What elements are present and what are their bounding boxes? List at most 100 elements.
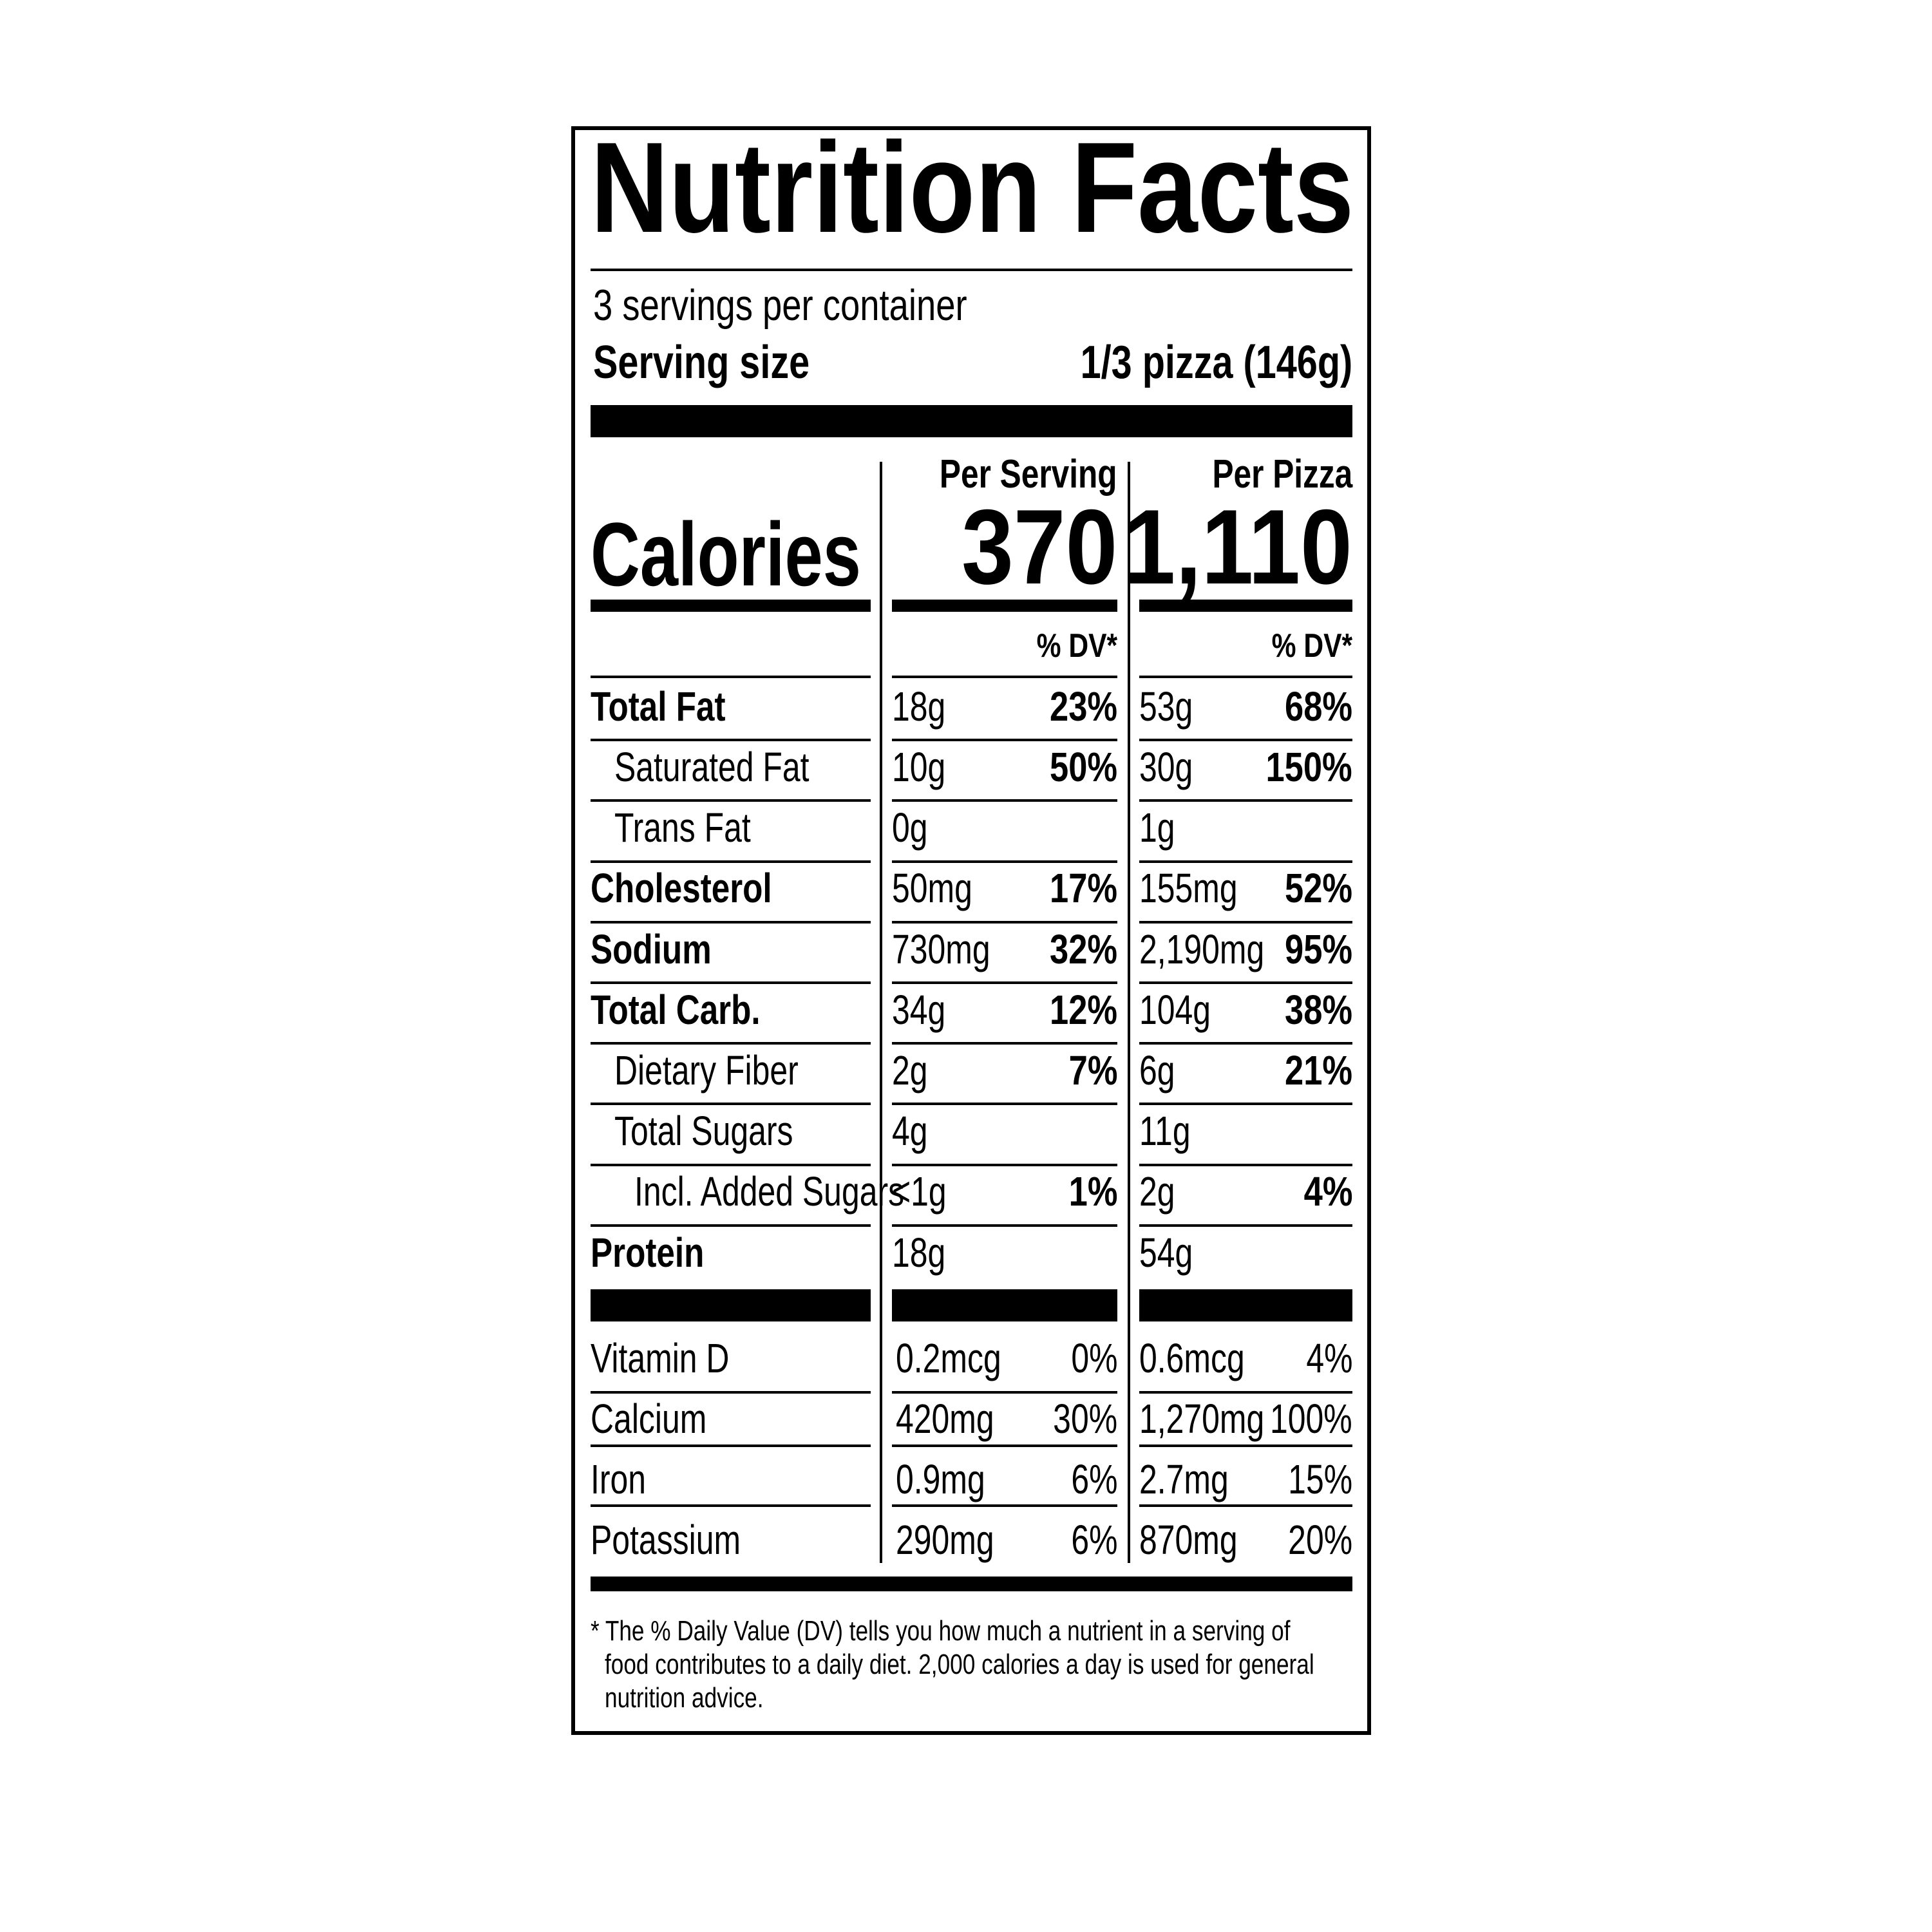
pizza-amount: 2g bbox=[1139, 1168, 1175, 1215]
pizza-dv: 15% bbox=[1288, 1455, 1352, 1502]
micronutrient-label: Iron bbox=[591, 1455, 647, 1502]
dv-header-pizza: % DV* bbox=[1271, 627, 1352, 665]
row-divider bbox=[892, 799, 1117, 802]
thick-bar-mid-2 bbox=[892, 1289, 1117, 1321]
nutrient-label: Saturated Fat bbox=[614, 744, 810, 790]
row-divider bbox=[591, 1391, 871, 1394]
pizza-dv: 68% bbox=[1284, 683, 1352, 730]
row-divider bbox=[1139, 739, 1352, 741]
pizza-dv: 20% bbox=[1288, 1516, 1352, 1563]
pizza-amount: 104g bbox=[1139, 986, 1211, 1033]
pizza-dv: 100% bbox=[1270, 1395, 1352, 1442]
row-divider bbox=[591, 860, 871, 863]
pizza-dv: 4% bbox=[1305, 1334, 1352, 1381]
serving-size-label: Serving size bbox=[593, 337, 810, 389]
pizza-amount: 1g bbox=[1139, 804, 1175, 851]
micronutrient-label: Vitamin D bbox=[591, 1334, 730, 1381]
pizza-dv: 95% bbox=[1284, 925, 1352, 972]
row-divider bbox=[591, 739, 871, 741]
serving-amount: 18g bbox=[892, 1229, 946, 1276]
row-divider bbox=[1139, 981, 1352, 984]
serving-amount: 0.2mcg bbox=[896, 1334, 1001, 1381]
row-divider bbox=[892, 676, 1117, 678]
serving-dv: 50% bbox=[1049, 744, 1117, 790]
footnote-line: * The % Daily Value (DV) tells you how m… bbox=[591, 1615, 1291, 1647]
dv-header-serving: % DV* bbox=[1036, 627, 1117, 665]
serving-amount: 18g bbox=[892, 683, 946, 730]
serving-amount: <1g bbox=[892, 1168, 947, 1215]
nutrition-facts-label bbox=[571, 126, 1371, 1735]
serving-amount: 290mg bbox=[896, 1516, 994, 1563]
micronutrient-label: Potassium bbox=[591, 1516, 741, 1563]
serving-dv: 17% bbox=[1049, 865, 1117, 912]
row-divider bbox=[892, 1042, 1117, 1045]
pizza-dv: 38% bbox=[1284, 986, 1352, 1033]
row-divider bbox=[892, 921, 1117, 923]
serving-dv: 1% bbox=[1068, 1168, 1117, 1215]
thick-bar-mid-3 bbox=[1139, 1289, 1352, 1321]
label-title: Nutrition Facts bbox=[591, 116, 1354, 260]
serving-dv: 30% bbox=[1053, 1395, 1117, 1442]
row-divider bbox=[1139, 1042, 1352, 1045]
row-divider bbox=[1139, 676, 1352, 678]
row-divider bbox=[591, 1164, 871, 1166]
row-divider bbox=[892, 1164, 1117, 1166]
nutrient-label: Total Fat bbox=[591, 683, 726, 730]
row-divider bbox=[892, 1504, 1117, 1507]
serving-size-value: 1/3 pizza (146g) bbox=[1080, 337, 1352, 389]
serving-amount: 0g bbox=[892, 804, 928, 851]
row-divider bbox=[892, 860, 1117, 863]
row-divider bbox=[892, 981, 1117, 984]
row-divider bbox=[591, 676, 871, 678]
row-divider bbox=[1139, 1164, 1352, 1166]
thick-bar-bottom bbox=[591, 1577, 1352, 1591]
pizza-amount: 870mg bbox=[1139, 1516, 1238, 1563]
row-divider bbox=[1139, 1224, 1352, 1227]
serving-dv: 32% bbox=[1049, 925, 1117, 972]
serving-amount: 50mg bbox=[892, 865, 972, 912]
row-divider bbox=[1139, 1444, 1352, 1447]
row-divider bbox=[1139, 921, 1352, 923]
serving-dv: 6% bbox=[1070, 1455, 1117, 1502]
calories-per-serving: 370 bbox=[961, 488, 1117, 607]
pizza-amount: 1,270mg bbox=[1139, 1395, 1265, 1442]
pizza-amount: 2,190mg bbox=[1139, 925, 1265, 972]
pizza-amount: 53g bbox=[1139, 683, 1193, 730]
row-divider bbox=[892, 1444, 1117, 1447]
serving-amount: 0.9mg bbox=[896, 1455, 985, 1502]
pizza-amount: 0.6mcg bbox=[1139, 1334, 1245, 1381]
per-pizza-header: Per Pizza bbox=[1212, 451, 1352, 497]
serving-amount: 10g bbox=[892, 744, 946, 790]
calories-bar-1 bbox=[591, 600, 871, 612]
row-divider bbox=[1139, 799, 1352, 802]
row-divider bbox=[591, 1444, 871, 1447]
pizza-dv: 150% bbox=[1265, 744, 1352, 790]
column-divider-2 bbox=[1128, 462, 1130, 1563]
serving-amount: 4g bbox=[892, 1108, 928, 1155]
nutrient-label: Trans Fat bbox=[614, 804, 751, 851]
serving-amount: 730mg bbox=[892, 925, 990, 972]
row-divider bbox=[591, 799, 871, 802]
pizza-dv: 52% bbox=[1284, 865, 1352, 912]
serving-amount: 2g bbox=[892, 1047, 928, 1094]
calories-bar-3 bbox=[1139, 600, 1352, 612]
row-divider bbox=[892, 1224, 1117, 1227]
servings-per-container: 3 servings per container bbox=[593, 280, 967, 330]
nutrient-label: Sodium bbox=[591, 925, 712, 972]
serving-amount: 34g bbox=[892, 986, 946, 1033]
row-divider bbox=[1139, 1504, 1352, 1507]
per-serving-header: Per Serving bbox=[940, 451, 1117, 497]
footnote-line: food contributes to a daily diet. 2,000 … bbox=[605, 1648, 1314, 1680]
row-divider bbox=[591, 1103, 871, 1105]
nutrient-label: Incl. Added Sugars bbox=[634, 1168, 905, 1215]
pizza-amount: 6g bbox=[1139, 1047, 1175, 1094]
row-divider bbox=[591, 921, 871, 923]
pizza-amount: 30g bbox=[1139, 744, 1193, 790]
row-divider bbox=[892, 739, 1117, 741]
row-divider bbox=[1139, 1391, 1352, 1394]
row-divider bbox=[591, 981, 871, 984]
pizza-dv: 4% bbox=[1303, 1168, 1352, 1215]
row-divider bbox=[591, 1504, 871, 1507]
row-divider bbox=[1139, 860, 1352, 863]
footnote-line: nutrition advice. bbox=[605, 1681, 764, 1714]
